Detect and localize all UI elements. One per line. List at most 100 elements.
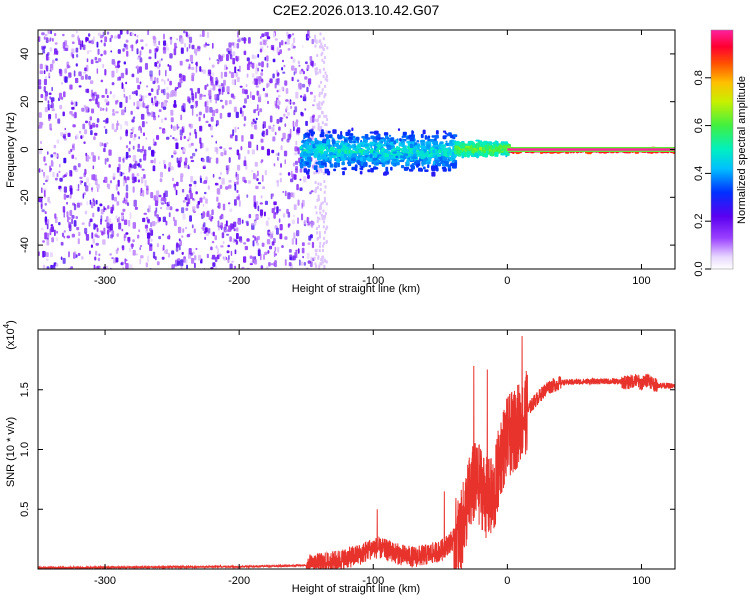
spectrogram-cell [269, 115, 273, 123]
spectrogram-cell [150, 238, 153, 242]
spectrogram-cell [322, 225, 325, 229]
spectrogram-cell [47, 100, 50, 104]
spectrogram-cell [129, 212, 132, 219]
spectrogram-cell [123, 236, 126, 242]
spectrogram-cell [316, 118, 319, 122]
spectrogram-cell [129, 247, 131, 253]
spectrogram-cell [251, 62, 255, 69]
spectrogram-cell [116, 124, 119, 131]
spectrogram-feature-1 [299, 127, 458, 177]
spectrogram-cell [147, 255, 150, 263]
spectrogram-cell [237, 221, 241, 224]
spectrogram-cell [138, 66, 142, 73]
spectrogram-cell [165, 220, 168, 226]
spectrogram-cell [167, 64, 170, 67]
spectrogram-cell [477, 151, 480, 155]
spectrogram-cell [125, 263, 129, 269]
spectrogram-cell [373, 153, 377, 158]
spectrogram-cell [298, 64, 301, 67]
spectrogram-cell [39, 70, 43, 75]
spectrogram-cell [145, 106, 148, 109]
spectrogram-cell [226, 48, 230, 52]
colorbar: 0.00.20.40.60.8 Normalized spectral ampl… [693, 29, 748, 277]
spectrogram-cell [82, 123, 86, 130]
spectrogram-cell [475, 142, 480, 148]
spectrogram-cell [86, 50, 90, 55]
spectrogram-cell [146, 216, 149, 220]
spectrogram-cell [99, 107, 103, 112]
spectrogram-cell [94, 256, 97, 261]
spectrogram-cell [215, 245, 218, 249]
spectrogram-cell [93, 200, 96, 207]
spectrogram-cell [454, 145, 459, 149]
spectrogram-cell [117, 34, 121, 39]
spectrogram-cell [411, 162, 416, 166]
spectrogram-cell [294, 160, 298, 165]
spectrogram-cell [419, 167, 423, 170]
spectrogram-cell [136, 34, 139, 38]
spectrogram-cell [279, 224, 283, 231]
spectrogram-cell [59, 188, 62, 192]
spectrogram-cell [301, 247, 305, 254]
spectrogram-cell [205, 198, 208, 204]
spectrogram-cell [403, 149, 409, 153]
spectrogram-cell [319, 235, 321, 239]
spectrogram-cell [170, 124, 173, 129]
spectrogram-cell [320, 146, 325, 150]
spectrogram-cell [325, 132, 328, 136]
spectrogram-cell [186, 264, 188, 269]
spectrogram-cell [177, 226, 182, 234]
spectrogram-cell [289, 256, 292, 261]
spectrogram-cell [314, 44, 317, 48]
spectrogram-cell [437, 158, 440, 161]
spectrogram-cell [220, 71, 223, 79]
spectrogram-cell [242, 105, 246, 109]
colorbar-gradient [711, 30, 733, 269]
spectrogram-carrier-line [507, 148, 675, 151]
spectrogram-cell [366, 148, 371, 151]
spectrogram-cell [63, 174, 67, 177]
snr-ytick-label: 1.5 [19, 382, 31, 397]
spectrogram-cell [208, 214, 212, 218]
spectrogram-cell [340, 148, 346, 151]
spectrogram-cell [257, 170, 259, 177]
spectrogram-cell [219, 215, 222, 220]
spectrogram-cell [187, 139, 190, 142]
spectrogram-cell [385, 166, 389, 172]
spectrogram-cell [301, 144, 306, 147]
spectrogram-cell [160, 197, 165, 202]
spectrogram-cell [243, 160, 247, 167]
spectrogram-cell [320, 80, 323, 84]
spectrogram-cell [438, 143, 441, 148]
spectrogram-cell [364, 153, 369, 155]
spectrogram-cell [319, 128, 322, 132]
spectrogram-cell [287, 224, 290, 228]
spectrogram-cell [324, 259, 327, 263]
spectrogram-cell [472, 142, 475, 146]
spectrogram-cell [323, 114, 326, 118]
spectrogram-cell [194, 48, 198, 54]
spectrogram-cell [200, 231, 203, 234]
spectrogram-cell [322, 46, 325, 50]
spectrogram-cell [50, 99, 54, 103]
spectrogram-cell [69, 193, 72, 199]
spectrogram-cell [134, 176, 137, 183]
spectrogram-cell [225, 66, 228, 70]
spectrogram-cell [249, 255, 253, 259]
spectrogram-cell [66, 201, 68, 205]
spectrogram-cell [503, 150, 506, 153]
spectrogram-cell [199, 177, 202, 184]
spectrogram-cell [141, 46, 144, 50]
spectrogram-cell [120, 262, 123, 265]
spectrogram-cell [90, 152, 95, 156]
spectrogram-cell [90, 201, 94, 209]
spectrogram-cell [262, 186, 265, 190]
spectrogram-cell [367, 169, 371, 173]
spectrogram-cell [279, 233, 283, 240]
spectrogram-cell [296, 184, 299, 191]
spectrogram-cell [88, 156, 91, 160]
spectrogram-cell [46, 239, 50, 246]
spectrogram-cell [96, 41, 99, 48]
spectrogram-cell [346, 148, 349, 151]
spectrogram-cell [307, 30, 310, 37]
